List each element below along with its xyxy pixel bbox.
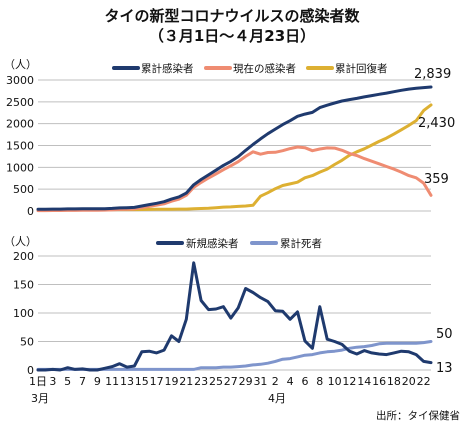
y-tick-label-1-2: 100 <box>13 307 34 320</box>
x-tick-label-13: 27 <box>224 375 238 388</box>
top-unit-label: （人） <box>4 58 37 71</box>
y-tick-label-1-1: 50 <box>20 336 34 349</box>
y-tick-label-1-4: 200 <box>13 250 34 263</box>
x-tick-label-24: 18 <box>387 375 401 388</box>
x-tick-label-25: 20 <box>402 375 416 388</box>
x-tick-label-1: 3 <box>49 375 56 388</box>
x-tick-label-0: 1日 <box>29 375 47 388</box>
y-tick-label-0-4: 2000 <box>6 118 34 131</box>
x-tick-label-2: 5 <box>64 375 71 388</box>
y-tick-label-0-2: 1000 <box>6 161 34 174</box>
bottom-unit-label: （人） <box>4 235 37 248</box>
x-tick-label-4: 9 <box>94 375 101 388</box>
x-tick-label-15: 31 <box>253 375 267 388</box>
y-tick-label-0-3: 1500 <box>6 140 34 153</box>
x-axis-tick-labels: 1日 3 5 7 9 11 13 15 17 19 21 23 25 27 29 31 2 4 6 8 10 12 14 16… <box>29 375 431 388</box>
x-tick-label-14: 29 <box>239 375 253 388</box>
source-credit: 出所：タイ保健省 <box>376 409 460 422</box>
bottom-y-tick-labels: 0 50 100 150 200 <box>13 250 34 377</box>
end-label-cumulative-recovered: 2,430 <box>418 116 455 131</box>
x-tick-label-19: 8 <box>316 375 323 388</box>
legend-label-cumulative-recovered: 累計回復者 <box>335 62 388 75</box>
y-tick-label-0-6: 3000 <box>6 74 34 87</box>
legend-cumulative-cases: 累計感染者 <box>112 62 194 75</box>
top-series-lines <box>36 85 433 213</box>
y-tick-label-1-3: 150 <box>13 279 34 292</box>
x-tick-label-23: 16 <box>372 375 386 388</box>
legend-label-cumulative-cases: 累計感染者 <box>141 62 194 75</box>
x-tick-label-21: 12 <box>342 375 356 388</box>
x-tick-label-18: 6 <box>301 375 308 388</box>
x-tick-label-3: 7 <box>79 375 86 388</box>
x-tick-label-12: 25 <box>209 375 223 388</box>
legend-label-new-cases: 新規感染者 <box>186 237 239 250</box>
x-tick-label-9: 19 <box>164 375 178 388</box>
bottom-legend: 新規感染者 累計死者 <box>156 237 322 250</box>
legend-current-cases: 現在の感染者 <box>204 62 296 75</box>
end-label-cumulative-deaths: 50 <box>436 327 453 342</box>
top-y-tick-labels: 0 500 1000 1500 2000 2500 3000 <box>6 74 34 218</box>
top-gridlines <box>38 79 431 212</box>
y-tick-label-0-1: 500 <box>13 183 34 196</box>
bottom-series-lines <box>36 261 433 372</box>
x-tick-label-8: 17 <box>150 375 164 388</box>
series-line-1-1 <box>36 340 433 371</box>
legend-cumulative-recovered: 累計回復者 <box>306 62 388 75</box>
end-label-current-cases: 359 <box>424 172 449 187</box>
chart-title-line1: タイの新型コロナウイルスの感染者数 <box>104 7 360 25</box>
series-line-1-0 <box>36 261 433 372</box>
x-tick-label-6: 13 <box>120 375 134 388</box>
legend-label-cumulative-deaths: 累計死者 <box>280 237 322 250</box>
x-tick-label-11: 23 <box>194 375 208 388</box>
bottom-chart: （人） 0 50 100 150 200 新規感染者 累計死者 50 13 1日 3 5 7 9… <box>4 235 453 405</box>
x-tick-label-26: 22 <box>417 375 431 388</box>
x-tick-label-20: 10 <box>328 375 342 388</box>
y-tick-label-0-0: 0 <box>27 205 34 218</box>
y-tick-label-0-5: 2500 <box>6 96 34 109</box>
series-line-0-0 <box>36 85 433 211</box>
x-tick-label-7: 15 <box>135 375 149 388</box>
top-chart: （人） 0 500 1000 1500 2000 2500 3000 累計感染者 現在の感染… <box>4 58 455 218</box>
x-tick-label-10: 21 <box>179 375 193 388</box>
end-label-new-cases: 13 <box>436 361 453 376</box>
legend-label-current-cases: 現在の感染者 <box>233 62 296 75</box>
x-tick-label-22: 14 <box>357 375 371 388</box>
legend-cumulative-deaths: 累計死者 <box>250 237 322 250</box>
top-legend: 累計感染者 現在の感染者 累計回復者 <box>112 62 388 75</box>
x-month-label-april: 4月 <box>268 392 286 405</box>
y-tick-label-1-0: 0 <box>27 364 34 377</box>
x-tick-label-17: 4 <box>287 375 294 388</box>
x-tick-label-5: 11 <box>105 375 119 388</box>
end-label-cumulative-cases: 2,839 <box>414 67 451 82</box>
chart-title-line2: （３月1日～４月23日） <box>149 27 315 45</box>
series-line-0-1 <box>36 145 433 213</box>
legend-new-cases: 新規感染者 <box>156 237 239 250</box>
x-month-label-march: 3月 <box>31 392 49 405</box>
x-tick-label-16: 2 <box>272 375 279 388</box>
